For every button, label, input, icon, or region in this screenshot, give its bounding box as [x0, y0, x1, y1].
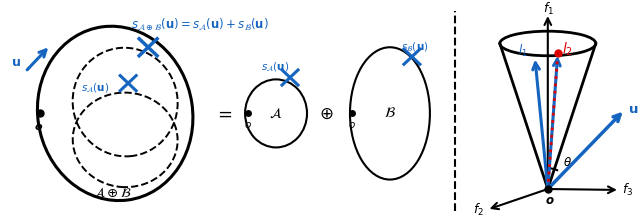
Text: $o$: $o$	[244, 120, 252, 130]
Text: $\mathbf{u}$: $\mathbf{u}$	[12, 56, 21, 69]
Text: $=$: $=$	[214, 104, 232, 122]
Text: $s_\mathcal{A}(\mathbf{u})$: $s_\mathcal{A}(\mathbf{u})$	[81, 81, 109, 95]
Text: $\mathcal{B}$: $\mathcal{B}$	[384, 106, 396, 120]
Text: $l_2$: $l_2$	[563, 41, 573, 58]
Text: $\mathcal{A}\oplus\mathcal{B}$: $\mathcal{A}\oplus\mathcal{B}$	[93, 186, 132, 200]
Text: $f_1$: $f_1$	[543, 0, 554, 17]
Text: $s_\mathcal{B}(\mathbf{u})$: $s_\mathcal{B}(\mathbf{u})$	[401, 41, 429, 54]
Text: $s_{\mathcal{A}\oplus\mathcal{B}}(\mathbf{u}) = s_\mathcal{A}(\mathbf{u}) + s_\m: $s_{\mathcal{A}\oplus\mathcal{B}}(\mathb…	[131, 17, 269, 32]
Text: $\oplus$: $\oplus$	[319, 104, 333, 122]
Text: $\boldsymbol{o}$: $\boldsymbol{o}$	[545, 194, 555, 207]
Text: $o$: $o$	[348, 120, 356, 130]
Text: $\mathcal{A}$: $\mathcal{A}$	[269, 106, 283, 120]
Text: $f_2$: $f_2$	[474, 202, 484, 218]
Text: $\boldsymbol{o}$: $\boldsymbol{o}$	[34, 122, 43, 132]
Text: $\mathbf{u}$: $\mathbf{u}$	[628, 103, 638, 116]
Text: $f_3$: $f_3$	[622, 182, 634, 198]
Text: $s_\mathcal{A}(\mathbf{u})$: $s_\mathcal{A}(\mathbf{u})$	[261, 60, 289, 74]
Text: $l_1$: $l_1$	[518, 43, 528, 59]
Text: $\theta$: $\theta$	[563, 156, 572, 169]
